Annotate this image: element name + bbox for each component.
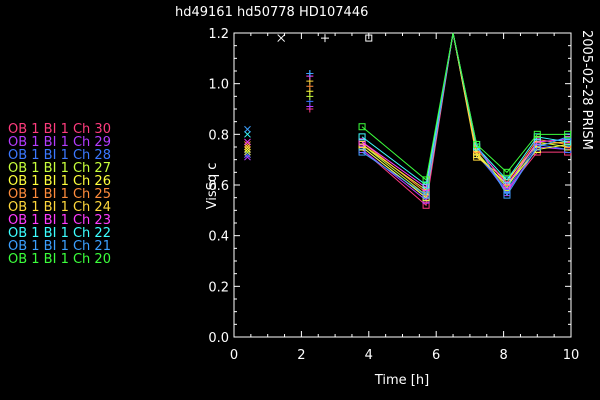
calibrator-square-marker <box>365 34 373 42</box>
x-axis: 0 2 4 6 8 10 <box>230 33 579 363</box>
x-point <box>244 143 251 151</box>
series-group <box>244 32 572 209</box>
square-point <box>358 138 366 146</box>
legend-entry: OB 1 BI 1 Ch 28 <box>8 148 111 163</box>
plus-point <box>306 70 314 78</box>
date-label: 2005-02-28 PRISM <box>579 30 594 150</box>
series-line <box>361 32 568 189</box>
series-0 <box>244 32 572 209</box>
x-point <box>244 153 251 161</box>
legend-entry: OB 1 BI 1 Ch 23 <box>8 213 111 228</box>
square-point <box>533 143 541 151</box>
series-3 <box>244 32 572 199</box>
series-line <box>361 32 568 207</box>
x-point <box>244 138 251 146</box>
legend-entry: OB 1 BI 1 Ch 30 <box>8 122 111 137</box>
square-point <box>503 181 511 189</box>
x-axis-label: Time [h] <box>374 373 429 388</box>
legend-entry: OB 1 BI 1 Ch 24 <box>8 200 111 215</box>
x-tick-label: 0 <box>230 348 238 363</box>
y-tick-label: 0.6 <box>208 179 229 194</box>
series-line <box>361 32 568 186</box>
y-tick-label: 0.8 <box>208 128 229 143</box>
calibrator-plus-marker <box>320 34 329 43</box>
x-point <box>244 146 251 153</box>
series-line <box>361 32 568 181</box>
series-4 <box>244 32 572 202</box>
square-point <box>503 191 511 199</box>
square-point <box>564 138 572 146</box>
legend-entry: OB 1 BI 1 Ch 21 <box>8 239 111 254</box>
square-point <box>503 176 511 184</box>
x-point <box>244 151 251 158</box>
y-axis: 0.0 0.2 0.4 0.6 0.8 1.0 1.2 <box>208 27 571 346</box>
y-tick-label: 1.2 <box>208 27 229 42</box>
series-7 <box>244 32 572 192</box>
square-point <box>533 130 541 138</box>
legend-entry: OB 1 BI 1 Ch 29 <box>8 135 111 150</box>
legend-entry: OB 1 BI 1 Ch 25 <box>8 187 111 202</box>
square-point <box>358 148 366 156</box>
legend-entry: OB 1 BI 1 Ch 26 <box>8 174 111 189</box>
square-point <box>503 168 511 176</box>
series-line <box>361 32 568 191</box>
square-point <box>358 123 366 131</box>
series-9 <box>244 32 572 199</box>
square-point <box>473 153 481 161</box>
x-tick-label: 6 <box>432 348 440 363</box>
x-tick-label: 2 <box>297 348 305 363</box>
x-tick-label: 10 <box>563 348 580 363</box>
y-tick-label: 0.0 <box>208 331 229 346</box>
x-point <box>244 130 251 138</box>
x-point <box>244 148 251 156</box>
square-point <box>422 176 430 184</box>
square-point <box>358 133 366 141</box>
y-tick-label: 0.2 <box>208 280 229 295</box>
x-tick-label: 4 <box>365 348 373 363</box>
x-point <box>244 125 251 133</box>
series-2 <box>244 32 572 202</box>
calibrator-x-marker <box>277 34 286 42</box>
legend-entry: OB 1 BI 1 Ch 27 <box>8 161 111 176</box>
series-10 <box>358 32 572 184</box>
square-point <box>422 181 430 189</box>
x-point <box>244 141 251 148</box>
legend-entry: OB 1 BI 1 Ch 20 <box>8 252 111 267</box>
y-tick-label: 1.0 <box>208 78 229 93</box>
square-point <box>422 191 430 199</box>
series-line <box>361 32 568 202</box>
chart-title: hd49161 hd50778 HD107446 <box>175 5 368 20</box>
y-axis-label: VisSq c <box>205 163 220 210</box>
square-point <box>473 140 481 148</box>
calibrator-markers <box>277 34 373 43</box>
square-point <box>422 201 430 209</box>
series-6 <box>244 32 572 194</box>
y-tick-label: 0.4 <box>208 230 229 245</box>
x-tick-label: 8 <box>499 348 507 363</box>
legend-entry: OB 1 BI 1 Ch 22 <box>8 226 111 241</box>
square-point <box>564 130 572 138</box>
